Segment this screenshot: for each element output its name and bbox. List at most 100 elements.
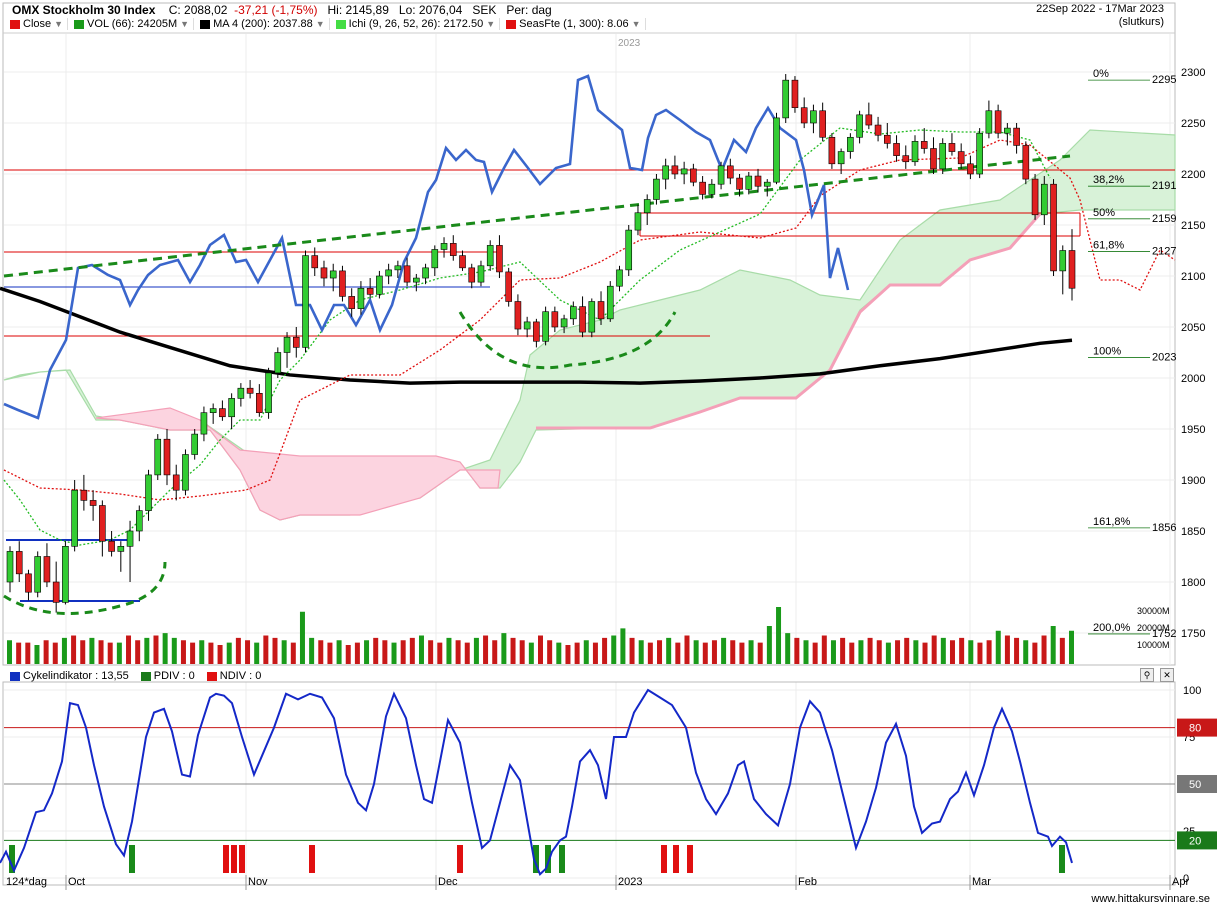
dropdown-icon[interactable]: ▼ xyxy=(180,19,190,29)
candle xyxy=(117,541,125,572)
volume-bar xyxy=(611,635,617,664)
legend-label: MA 4 (200): 2037.88 xyxy=(213,18,313,30)
candle xyxy=(486,240,494,271)
volume-bar xyxy=(135,640,141,664)
candle-body xyxy=(837,151,845,165)
candle xyxy=(209,403,217,424)
candle xyxy=(708,179,716,199)
volume-bar xyxy=(968,640,974,664)
legend-label: PDIV : 0 xyxy=(153,670,195,682)
legend-item-ndiv[interactable]: NDIV : 0 xyxy=(206,670,266,682)
volume-bar xyxy=(437,642,443,664)
ndiv-bar xyxy=(661,845,667,873)
fib-value: 2159 xyxy=(1152,213,1176,225)
legend-item-pdiv[interactable]: PDIV : 0 xyxy=(140,670,199,682)
volume-bar xyxy=(538,635,543,664)
dropdown-icon[interactable]: ▼ xyxy=(631,19,641,29)
candle xyxy=(1004,123,1011,146)
y-tick-label: 1850 xyxy=(1181,526,1205,538)
volume-bar xyxy=(153,635,159,664)
candle xyxy=(43,543,51,588)
candle xyxy=(25,569,32,601)
close-panel-icon[interactable]: ✕ xyxy=(1160,668,1174,682)
candle xyxy=(339,265,346,302)
candle-body xyxy=(108,540,115,552)
candle xyxy=(967,155,974,180)
volume-bar xyxy=(684,635,690,664)
volume-bar xyxy=(126,635,132,664)
candle xyxy=(357,281,365,315)
volume-bar xyxy=(986,640,992,664)
candle xyxy=(496,235,503,279)
dropdown-icon[interactable]: ▼ xyxy=(54,19,64,29)
candle-body xyxy=(1031,178,1039,216)
candle xyxy=(874,116,882,142)
legend-item-volume[interactable]: VOL (66): 24205M ▼ xyxy=(74,18,195,30)
dropdown-icon[interactable]: ▼ xyxy=(315,19,325,29)
candle xyxy=(597,291,605,325)
y-tick-label: 2100 xyxy=(1181,271,1205,283)
candle xyxy=(219,400,226,421)
candle xyxy=(145,469,152,521)
candle-body xyxy=(948,143,956,152)
candle-body xyxy=(1013,127,1020,146)
legend-item-cycle[interactable]: Cykelindikator : 13,55 xyxy=(10,670,133,682)
volume-bar xyxy=(455,640,461,664)
candle-body xyxy=(449,243,457,256)
candle xyxy=(856,110,863,144)
candle xyxy=(957,143,965,169)
volume-bar xyxy=(693,640,699,664)
candle-body xyxy=(228,398,235,418)
zoom-icon[interactable]: ⚲ xyxy=(1140,668,1154,682)
volume-bar xyxy=(1004,635,1010,664)
volume-bar xyxy=(629,637,635,664)
candle-body xyxy=(884,134,891,144)
volume-bar xyxy=(657,640,663,664)
volume-bar xyxy=(895,640,901,664)
legend-item-seasfte[interactable]: SeasFte (1, 300): 8.06 ▼ xyxy=(506,18,646,30)
candle-body xyxy=(1068,250,1076,289)
volume-bar xyxy=(821,635,827,664)
legend-item-ichimoku[interactable]: Ichi (9, 26, 52, 26): 2172.50 ▼ xyxy=(335,18,501,30)
legend-item-ma[interactable]: MA 4 (200): 2037.88 ▼ xyxy=(200,18,330,30)
ndiv-bar xyxy=(673,845,679,873)
pdiv-bar xyxy=(533,845,539,873)
candle-body xyxy=(154,438,162,476)
candle xyxy=(320,260,328,287)
candle-body xyxy=(172,474,180,491)
year-marker: 2023 xyxy=(618,38,641,49)
volume-bar xyxy=(647,642,653,664)
volume-bar xyxy=(391,642,397,664)
volume-bar xyxy=(1041,635,1047,664)
volume-bar xyxy=(327,642,333,664)
candle-body xyxy=(302,255,309,348)
candle-body xyxy=(856,114,863,138)
candle xyxy=(505,267,512,307)
candle xyxy=(579,296,586,338)
volume-bar xyxy=(354,642,360,664)
candle-body xyxy=(1050,183,1057,272)
volume-bar xyxy=(748,640,754,664)
change-value: -37,21 (-1,75%) xyxy=(234,3,318,17)
dropdown-icon[interactable]: ▼ xyxy=(486,19,496,29)
candle xyxy=(800,97,808,129)
candle xyxy=(154,434,162,480)
candle xyxy=(329,263,337,292)
period: Per: dag xyxy=(506,3,552,17)
candle xyxy=(819,102,826,142)
volume-bar xyxy=(702,642,708,664)
y-tick-label: 2200 xyxy=(1181,169,1205,181)
ndiv-bar xyxy=(231,845,237,873)
candle xyxy=(782,74,790,123)
x-tick-oct: Oct xyxy=(68,876,85,888)
volume-bar xyxy=(876,640,882,664)
volume-bar xyxy=(492,640,498,664)
legend-item-close[interactable]: Close ▼ xyxy=(10,18,69,30)
candle xyxy=(302,250,309,353)
candle-body xyxy=(634,212,642,231)
pdiv-bar xyxy=(129,845,135,873)
candle xyxy=(385,263,392,285)
ma200-line xyxy=(0,286,1073,385)
volume-bar xyxy=(959,637,965,664)
volume-bar xyxy=(89,637,95,664)
